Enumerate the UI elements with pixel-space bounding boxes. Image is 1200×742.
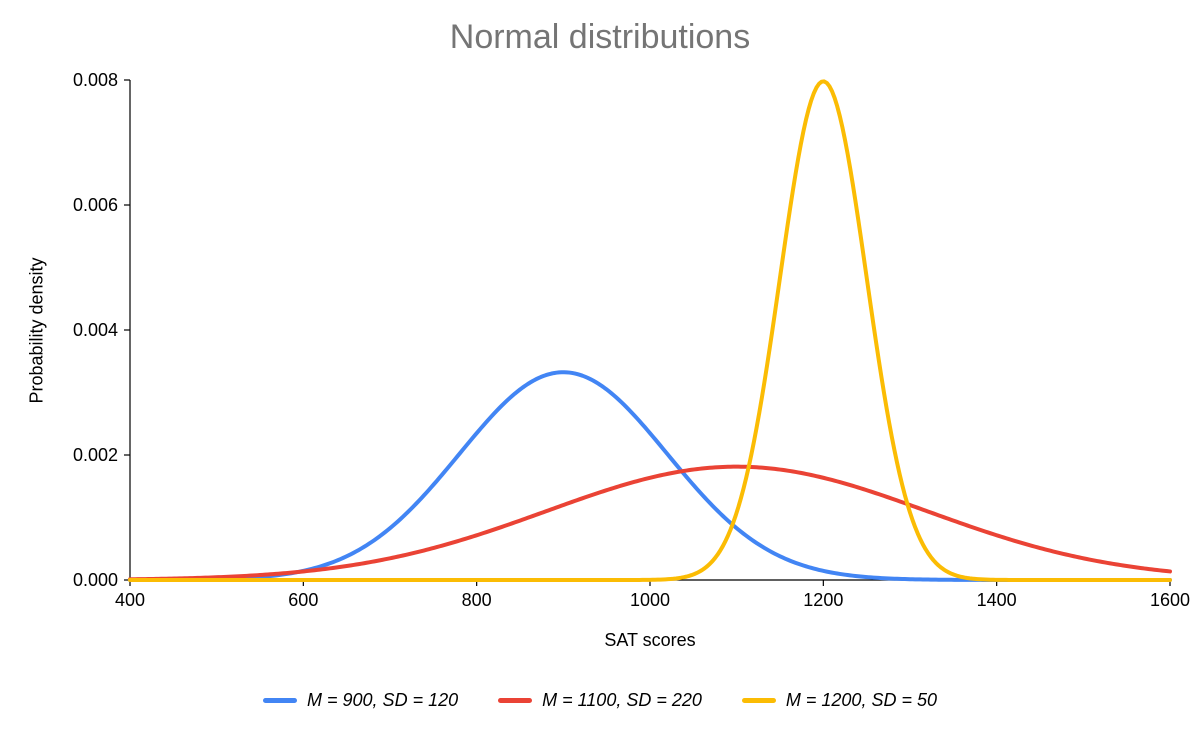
y-tick-label: 0.006 xyxy=(73,195,118,215)
y-tick-label: 0.008 xyxy=(73,70,118,90)
legend-item-s2: M = 1100, SD = 220 xyxy=(498,690,702,711)
plot-area: 40060080010001200140016000.0000.0020.004… xyxy=(130,80,1170,580)
y-tick-label: 0.002 xyxy=(73,445,118,465)
legend-swatch-s1 xyxy=(263,698,297,703)
legend-label-s2: M = 1100, SD = 220 xyxy=(542,690,702,711)
x-tick-label: 400 xyxy=(115,590,145,610)
x-tick-label: 800 xyxy=(462,590,492,610)
x-tick-label: 1400 xyxy=(977,590,1017,610)
y-tick-label: 0.000 xyxy=(73,570,118,590)
legend-label-s3: M = 1200, SD = 50 xyxy=(786,690,937,711)
series-line-s3 xyxy=(130,81,1170,580)
chart-title: Normal distributions xyxy=(0,18,1200,57)
y-tick-label: 0.004 xyxy=(73,320,118,340)
legend-swatch-s3 xyxy=(742,698,776,703)
x-tick-label: 1000 xyxy=(630,590,670,610)
series-line-s2 xyxy=(130,467,1170,580)
y-axis-label: Probability density xyxy=(27,257,48,403)
y-axis-label-wrap: Probability density xyxy=(28,80,46,580)
legend-item-s1: M = 900, SD = 120 xyxy=(263,690,458,711)
x-tick-label: 1600 xyxy=(1150,590,1190,610)
x-axis-label: SAT scores xyxy=(130,630,1170,651)
legend: M = 900, SD = 120 M = 1100, SD = 220 M = 1… xyxy=(0,690,1200,711)
legend-swatch-s2 xyxy=(498,698,532,703)
chart-container: Normal distributions Probability density… xyxy=(0,0,1200,742)
x-tick-label: 600 xyxy=(288,590,318,610)
x-tick-label: 1200 xyxy=(803,590,843,610)
legend-label-s1: M = 900, SD = 120 xyxy=(307,690,458,711)
legend-item-s3: M = 1200, SD = 50 xyxy=(742,690,937,711)
